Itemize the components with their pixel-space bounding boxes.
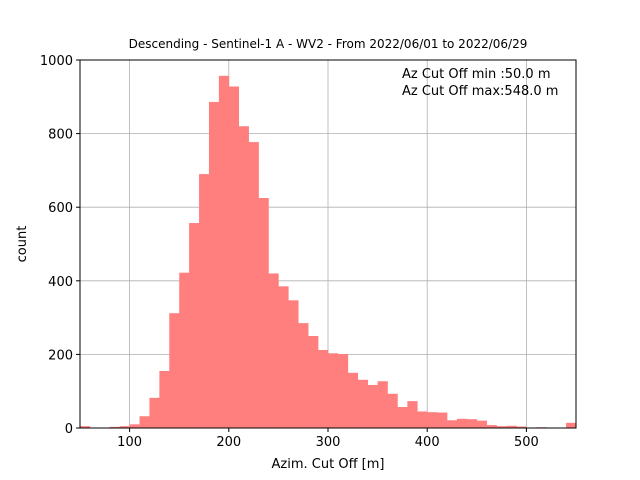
histogram-bar [288, 300, 299, 428]
histogram-bar [129, 424, 140, 428]
histogram-bar [149, 397, 160, 428]
histogram-bar [159, 370, 170, 428]
histogram-bar [80, 426, 91, 428]
histogram-bar [298, 323, 309, 428]
y-tick-label: 0 [65, 422, 73, 437]
histogram-bar [119, 426, 130, 428]
histogram-bar [268, 273, 279, 428]
histogram-bar [357, 379, 368, 428]
histogram-bar [506, 425, 517, 428]
y-tick-label: 1000 [40, 54, 73, 69]
annotation-max: Az Cut Off max:548.0 m [402, 84, 558, 99]
histogram-bar [397, 407, 408, 428]
y-axis-ticks: 0 200 400 600 800 1000 [40, 54, 80, 437]
histogram-bar [447, 420, 458, 428]
histogram-bar [179, 272, 190, 428]
histogram-bar [566, 422, 577, 428]
histogram-bar [367, 384, 378, 428]
histogram-bar [258, 198, 269, 428]
histogram-bar [208, 101, 220, 429]
histogram-bar [139, 416, 150, 428]
histogram-bar [337, 354, 349, 428]
histogram-bar [189, 223, 200, 428]
y-tick-label: 600 [48, 201, 73, 216]
histogram-bar [516, 426, 527, 428]
histogram-bar [318, 349, 329, 428]
histogram-bar [228, 86, 240, 428]
histogram-bar [308, 336, 319, 428]
histogram-bar [437, 412, 448, 428]
y-tick-label: 200 [48, 348, 73, 363]
histogram-bar [199, 174, 210, 428]
histogram-bar [476, 420, 488, 428]
annotation-min: Az Cut Off min :50.0 m [402, 67, 550, 82]
histogram-bar [278, 286, 289, 428]
chart-title: Descending - Sentinel-1 A - WV2 - From 2… [129, 37, 528, 51]
x-tick-label: 500 [514, 435, 539, 450]
histogram-bar [456, 418, 468, 428]
histogram-bar [328, 353, 339, 428]
y-axis-label: count [15, 226, 30, 263]
histogram-bar [486, 425, 497, 428]
histogram-bar [218, 75, 230, 428]
x-tick-label: 300 [316, 435, 341, 450]
histogram-bar [427, 412, 438, 428]
histogram-bar [387, 393, 398, 428]
y-tick-label: 400 [48, 275, 73, 290]
histogram-bar [377, 381, 388, 428]
y-tick-label: 800 [48, 128, 73, 143]
histogram-bar [466, 419, 478, 428]
x-tick-label: 100 [117, 435, 142, 450]
x-axis-label: Azim. Cut Off [m] [272, 457, 385, 472]
histogram-bar [407, 401, 418, 428]
histogram-bar [496, 426, 507, 428]
histogram-bar [109, 426, 120, 428]
histogram-bars [80, 75, 577, 429]
x-tick-label: 400 [415, 435, 440, 450]
histogram-bar [347, 372, 359, 428]
histogram-bar [417, 411, 428, 428]
x-axis-ticks: 100 200 300 400 500 [117, 428, 539, 450]
histogram-bar [169, 313, 180, 428]
x-tick-label: 200 [216, 435, 241, 450]
histogram-bar [248, 142, 259, 428]
histogram-bar [238, 126, 249, 429]
